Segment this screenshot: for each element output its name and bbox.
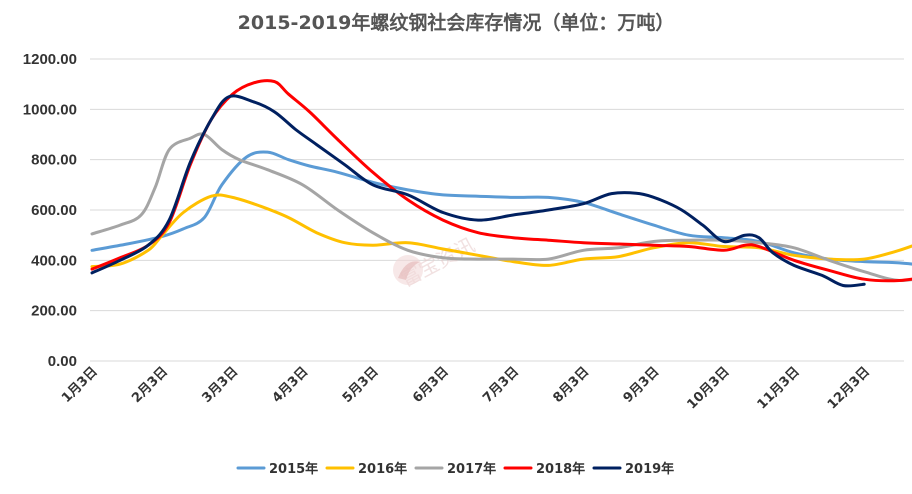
x-tick-label: 2月3日 xyxy=(129,364,171,406)
x-tick-label: 12月3日 xyxy=(825,364,873,412)
x-tick-label: 9月3日 xyxy=(621,364,663,406)
legend-label: 2016年 xyxy=(358,461,407,477)
legend-item: 2016年 xyxy=(325,461,407,477)
y-tick-label: 200.00 xyxy=(31,303,77,320)
x-tick-label: 8月3日 xyxy=(550,364,592,406)
x-tick-label: 3月3日 xyxy=(199,364,241,406)
legend-label: 2015年 xyxy=(269,461,318,477)
legend-item: 2015年 xyxy=(236,461,318,477)
y-tick-label: 800.00 xyxy=(31,152,77,169)
x-tick-label: 4月3日 xyxy=(270,364,312,406)
series-line-2017年 xyxy=(90,132,912,283)
legend-label: 2018年 xyxy=(536,461,585,477)
x-tick-label: 1月3日 xyxy=(59,364,101,406)
x-tick-label: 5月3日 xyxy=(340,364,382,406)
y-tick-label: 600.00 xyxy=(31,202,77,219)
legend-item: 2018年 xyxy=(503,461,585,477)
legend-label: 2019年 xyxy=(625,461,674,477)
x-tick-label: 11月3日 xyxy=(755,364,803,412)
y-tick-label: 0.00 xyxy=(48,353,77,370)
chart-title: 2015-2019年螺纹钢社会库存情况（单位：万吨） xyxy=(238,11,675,34)
series-line-2015年 xyxy=(90,150,912,266)
x-tick-label: 7月3日 xyxy=(480,364,522,406)
legend-item: 2017年 xyxy=(414,461,496,477)
series-line-2016年 xyxy=(90,193,912,269)
watermark-logo-icon xyxy=(393,255,423,285)
x-tick-label: 6月3日 xyxy=(410,364,452,406)
legend-label: 2017年 xyxy=(447,461,496,477)
y-tick-label: 1200.00 xyxy=(23,51,77,68)
legend-item: 2019年 xyxy=(592,461,674,477)
y-tick-label: 400.00 xyxy=(31,252,77,269)
grid xyxy=(90,58,904,362)
series-lines xyxy=(90,79,912,288)
x-axis-ticks: 1月3日 2月3日 3月3日 4月3日 5月3日 6月3日 7月3日 8月3日 9月3日 10月3… xyxy=(59,364,873,412)
y-tick-label: 1000.00 xyxy=(23,101,77,118)
series-line-2019年 xyxy=(90,94,866,288)
legend: 2015年 2016年 2017年 2018年 2019年 xyxy=(236,461,674,477)
x-tick-label: 10月3日 xyxy=(684,364,732,412)
y-axis-ticks: 0.00 200.00 400.00 600.00 800.00 1000.00 1200.… xyxy=(23,51,77,370)
